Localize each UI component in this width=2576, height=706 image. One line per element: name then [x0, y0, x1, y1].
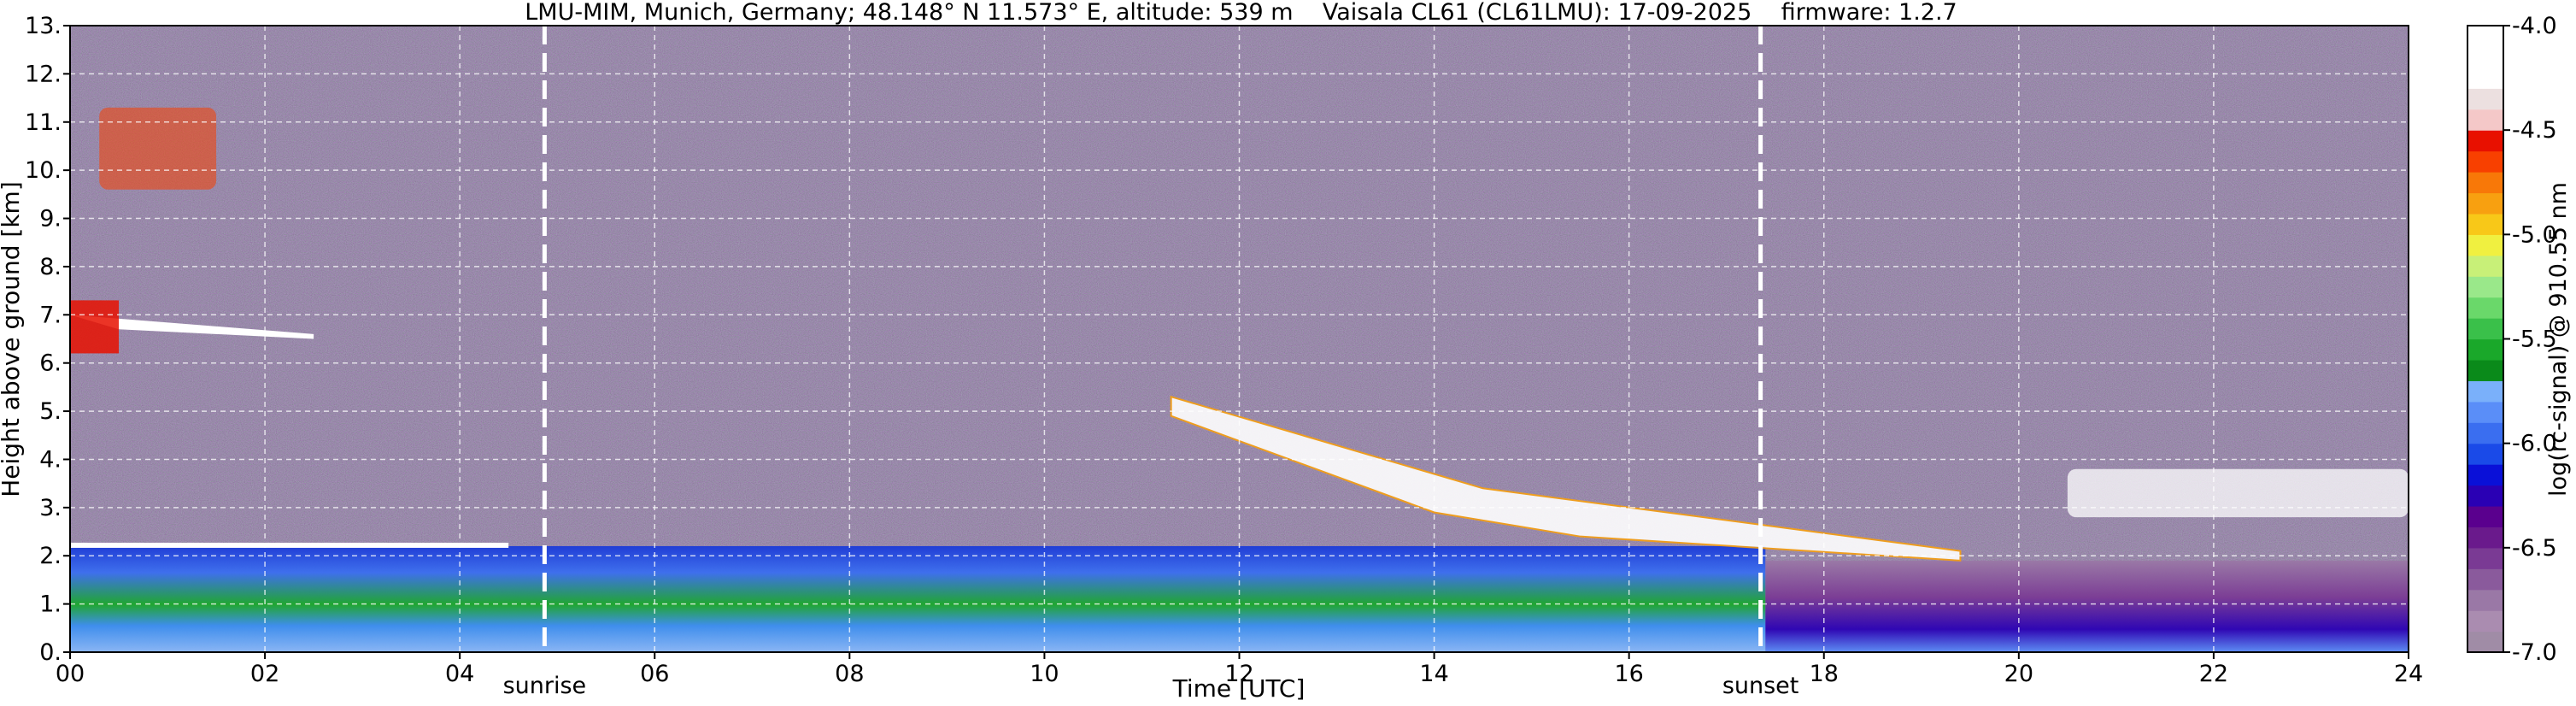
cloud-core — [70, 300, 120, 354]
x-tick-label: 10 — [1030, 661, 1059, 687]
y-tick-label: 2. — [39, 543, 62, 569]
x-tick-label: 22 — [2199, 661, 2228, 687]
colorbar-tick-label: -6.0 — [2512, 431, 2557, 457]
x-tick-label: 14 — [1419, 661, 1448, 687]
cloud-patch — [2067, 468, 2409, 518]
x-axis: 00 02 04 06 08 10 12 14 16 18 20 22 24 — [56, 652, 2423, 687]
y-tick-label: 11. — [25, 109, 62, 136]
x-axis-label: Time [UTC] — [1172, 674, 1306, 703]
colorbar-tick-label: -5.0 — [2512, 221, 2557, 248]
colorbar-tick-label: -5.5 — [2512, 327, 2557, 353]
y-tick-label: 12. — [25, 61, 62, 87]
x-tick-label: 18 — [1810, 661, 1839, 687]
x-tick-label: 08 — [835, 661, 864, 687]
x-tick-label: 16 — [1614, 661, 1643, 687]
boundary-layer — [70, 545, 1766, 652]
y-tick-label: 5. — [39, 398, 62, 425]
sun-markers: sunrise sunset — [503, 26, 1799, 699]
colorbar-label: log(rc-signal) @ 910.55 nm — [2545, 182, 2572, 497]
ceilometer-plot: sunrise sunset 00 02 04 06 08 10 12 14 16 18 20 22 24… — [0, 13, 2423, 703]
colorbar-tick-label: -4.5 — [2512, 117, 2557, 144]
colorbar-tick-label: -7.0 — [2512, 639, 2557, 666]
x-tick-label: 20 — [2004, 661, 2033, 687]
cloud-layer — [1170, 395, 1962, 562]
y-tick-label: 13. — [25, 13, 62, 39]
x-tick-label: 04 — [445, 661, 474, 687]
y-tick-label: 3. — [39, 495, 62, 521]
cloud-streak — [70, 315, 314, 339]
chart-title: LMU-MIM, Munich, Germany; 48.148° N 11.5… — [525, 0, 1957, 26]
colorbar-tick-label: -4.0 — [2512, 13, 2557, 39]
y-tick-label: 9. — [39, 206, 62, 232]
x-tick-label: 02 — [250, 661, 279, 687]
x-tick-label: 00 — [56, 661, 85, 687]
y-axis-label: Height above ground [km] — [0, 181, 25, 497]
y-tick-label: 6. — [39, 350, 62, 377]
y-tick-label: 0. — [39, 639, 62, 666]
x-tick-label: 24 — [2394, 661, 2423, 687]
y-axis: 0. 1. 2. 3. 4. 5. 6. 7. 8. 9. 10. 11. 12. 13. — [25, 13, 70, 666]
marker-label: sunrise — [503, 673, 587, 699]
cloud-patch — [99, 107, 217, 190]
y-tick-label: 10. — [25, 157, 62, 184]
colorbar-tick-label: -6.5 — [2512, 535, 2557, 562]
y-tick-label: 1. — [39, 591, 62, 618]
y-tick-label: 4. — [39, 446, 62, 473]
marker-label: sunset — [1722, 673, 1799, 699]
boundary-layer-evening — [1765, 560, 2409, 652]
y-tick-label: 8. — [39, 254, 62, 280]
x-tick-label: 12 — [1224, 661, 1253, 687]
x-tick-label: 06 — [640, 661, 669, 687]
y-tick-label: 7. — [39, 302, 62, 328]
boundary-layer-top — [70, 542, 509, 548]
